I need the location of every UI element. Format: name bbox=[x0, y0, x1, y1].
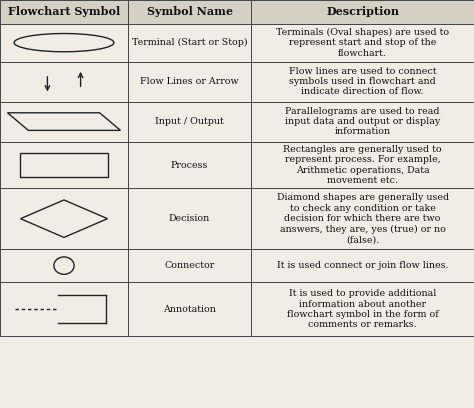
Bar bbox=[128, 142, 251, 188]
Text: It is used connect or join flow lines.: It is used connect or join flow lines. bbox=[277, 261, 448, 270]
Bar bbox=[251, 188, 474, 249]
Text: Symbol Name: Symbol Name bbox=[146, 7, 233, 17]
Bar bbox=[0, 62, 128, 102]
Text: Annotation: Annotation bbox=[163, 305, 216, 314]
Text: Input / Output: Input / Output bbox=[155, 117, 224, 126]
Text: Terminals (Oval shapes) are used to
represent start and stop of the
flowchart.: Terminals (Oval shapes) are used to repr… bbox=[276, 28, 449, 58]
Text: Terminal (Start or Stop): Terminal (Start or Stop) bbox=[132, 38, 247, 47]
Text: Parallelograms are used to read
input data and output or display
information: Parallelograms are used to read input da… bbox=[285, 106, 440, 137]
Bar bbox=[251, 282, 474, 336]
Bar bbox=[128, 282, 251, 336]
Bar bbox=[0, 142, 128, 188]
Text: Rectangles are generally used to
represent process. For example,
Arithmetic oper: Rectangles are generally used to represe… bbox=[283, 145, 442, 185]
Bar bbox=[128, 188, 251, 249]
Bar bbox=[251, 24, 474, 62]
Bar bbox=[128, 24, 251, 62]
Text: Flowchart Symbol: Flowchart Symbol bbox=[8, 7, 120, 17]
Bar bbox=[251, 0, 474, 24]
Bar bbox=[128, 102, 251, 142]
Bar bbox=[251, 62, 474, 102]
Text: Diamond shapes are generally used
to check any condition or take
decision for wh: Diamond shapes are generally used to che… bbox=[276, 193, 449, 244]
Text: Connector: Connector bbox=[164, 261, 215, 270]
Bar bbox=[0, 24, 128, 62]
Bar bbox=[0, 249, 128, 282]
Bar bbox=[0, 0, 128, 24]
Bar bbox=[20, 153, 108, 177]
Bar bbox=[128, 249, 251, 282]
Bar bbox=[128, 0, 251, 24]
Bar bbox=[251, 102, 474, 142]
Text: Decision: Decision bbox=[169, 214, 210, 223]
Text: Process: Process bbox=[171, 160, 208, 170]
Bar bbox=[251, 249, 474, 282]
Text: It is used to provide additional
information about another
flowchart symbol in t: It is used to provide additional informa… bbox=[287, 289, 438, 329]
Bar bbox=[0, 282, 128, 336]
Text: Flow Lines or Arrow: Flow Lines or Arrow bbox=[140, 77, 239, 86]
Bar bbox=[0, 188, 128, 249]
Text: Description: Description bbox=[326, 7, 399, 17]
Bar bbox=[251, 142, 474, 188]
Text: Flow lines are used to connect
symbols used in flowchart and
indicate direction : Flow lines are used to connect symbols u… bbox=[289, 67, 437, 97]
Bar bbox=[128, 62, 251, 102]
Bar bbox=[0, 102, 128, 142]
